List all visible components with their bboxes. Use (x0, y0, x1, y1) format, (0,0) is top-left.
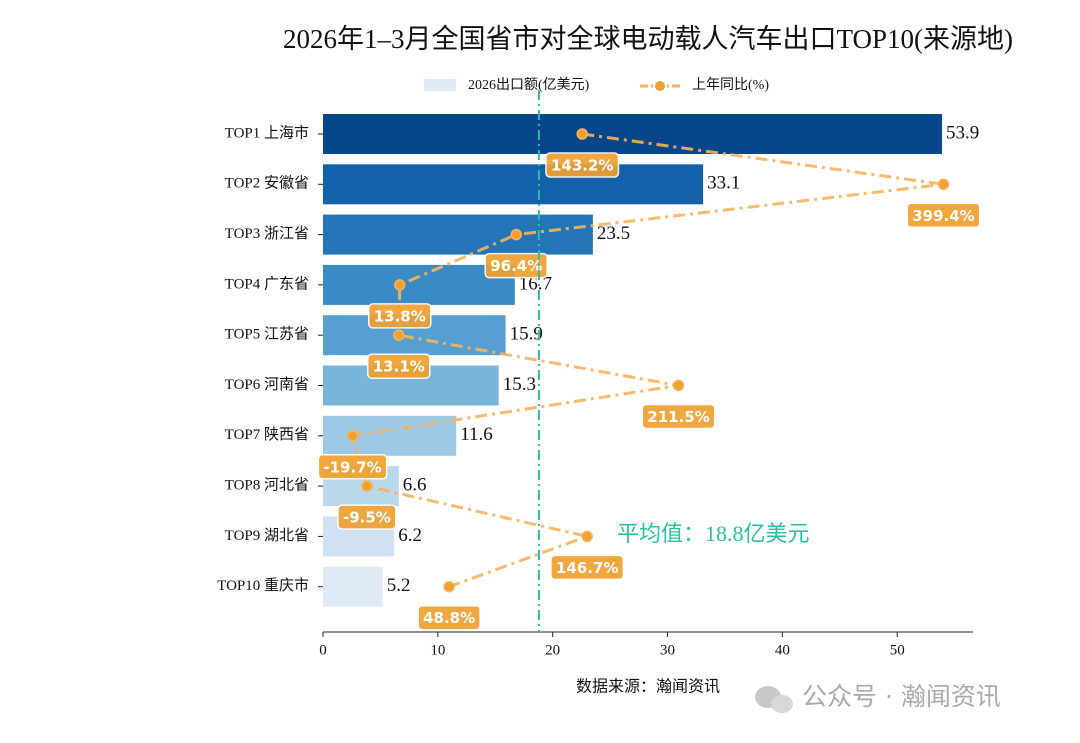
legend-label: 上年同比(%) (692, 77, 769, 93)
y-tick-label: TOP1 上海市 (225, 124, 309, 141)
line-marker (394, 279, 406, 291)
line-value-text: 146.7% (556, 559, 618, 577)
legend-label: 2026出口额(亿美元) (468, 77, 590, 93)
line-value-label: 211.5% (641, 403, 716, 430)
line-value-text: 48.8% (423, 609, 475, 627)
average-label: 平均值：18.8亿美元 (617, 521, 810, 546)
legend-marker (655, 81, 665, 91)
bar-value-label: 6.2 (398, 525, 422, 546)
watermark-icon (755, 686, 793, 713)
line-value-label: 13.8% (367, 303, 432, 329)
line-value-text: 13.1% (373, 358, 425, 376)
bar-value-label: 33.1 (707, 173, 740, 194)
bar-value-label: 11.6 (460, 424, 493, 445)
bar (323, 214, 593, 255)
line-value-box (906, 202, 981, 229)
line-marker (346, 430, 359, 442)
line-value-label: 13.1% (367, 353, 431, 379)
line-value-box (317, 454, 388, 480)
y-tick-label: TOP2 安徽省 (225, 175, 309, 192)
line-value-text: 96.4% (490, 257, 542, 275)
y-tick-label: TOP9 湖北省 (225, 527, 309, 544)
bar-value-label: 5.2 (387, 575, 411, 596)
line-marker (361, 480, 373, 492)
y-tick-label: TOP7 陕西省 (225, 426, 309, 443)
line-value-text: 211.5% (647, 408, 709, 426)
line-value-box (484, 252, 549, 279)
bar-value-label: 15.9 (510, 324, 543, 345)
line-value-text: -19.7% (323, 458, 381, 476)
x-tick-label: 20 (545, 642, 560, 658)
x-tick-label: 10 (430, 642, 445, 658)
bar-value-label: 15.3 (503, 374, 536, 395)
y-tick-label: TOP8 河北省 (225, 477, 309, 494)
y-tick-label: TOP4 广东省 (225, 275, 309, 292)
y-tick-label: TOP5 江苏省 (225, 326, 309, 343)
bar (323, 164, 704, 205)
line-value-label: 48.8% (417, 604, 481, 631)
line-marker (581, 530, 593, 543)
line-value-label: 146.7% (550, 554, 625, 581)
x-tick-label: 50 (890, 642, 905, 658)
line-value-box (545, 152, 620, 178)
line-value-box (367, 303, 432, 329)
line-value-text: 143.2% (551, 157, 613, 175)
line (350, 132, 944, 589)
line-value-label: 399.4% (906, 202, 981, 229)
x-tick-label: 40 (775, 642, 790, 658)
line-marker (510, 228, 522, 241)
bar (323, 114, 942, 154)
legend-swatch (424, 79, 456, 91)
bar-value-label: 6.6 (403, 474, 427, 495)
source: 数据来源：瀚闻资讯 (576, 678, 720, 696)
line-marker (937, 178, 950, 191)
line-value-label: 143.2% (545, 152, 620, 178)
line-value-label: -9.5% (337, 504, 397, 530)
line-marker (576, 128, 588, 140)
x-tick-label: 30 (660, 642, 675, 658)
line-value-label: 96.4% (484, 252, 549, 279)
chart-title: 2026年1–3月全国省市对全球电动载人汽车出口TOP10(来源地) (283, 24, 1013, 54)
line-value-text: -9.5% (343, 509, 391, 527)
line-value-box (550, 554, 625, 581)
bar-value-label: 23.5 (597, 223, 630, 244)
line-value-box (367, 353, 431, 379)
line-value-box (337, 504, 397, 530)
y-tick-label: TOP3 浙江省 (225, 225, 309, 242)
line-value-text: 399.4% (912, 207, 974, 225)
line-value-label: -19.7% (317, 454, 388, 480)
bar-value-label: 16.7 (519, 273, 552, 294)
line-marker (672, 379, 685, 392)
line-value-text: 13.8% (374, 307, 426, 325)
bar (323, 566, 383, 607)
y-tick-label: TOP6 河南省 (225, 376, 309, 393)
y-tick-label: TOP10 重庆市 (217, 577, 309, 594)
line-marker (393, 329, 405, 341)
line-value-box (641, 403, 716, 430)
watermark: 公众号 · 瀚闻资讯 (802, 682, 1001, 711)
line-marker (443, 580, 455, 593)
x-tick-label: 0 (319, 642, 327, 658)
bar (323, 264, 515, 305)
bar-value-label: 53.9 (946, 122, 979, 143)
line-value-box (417, 604, 481, 631)
